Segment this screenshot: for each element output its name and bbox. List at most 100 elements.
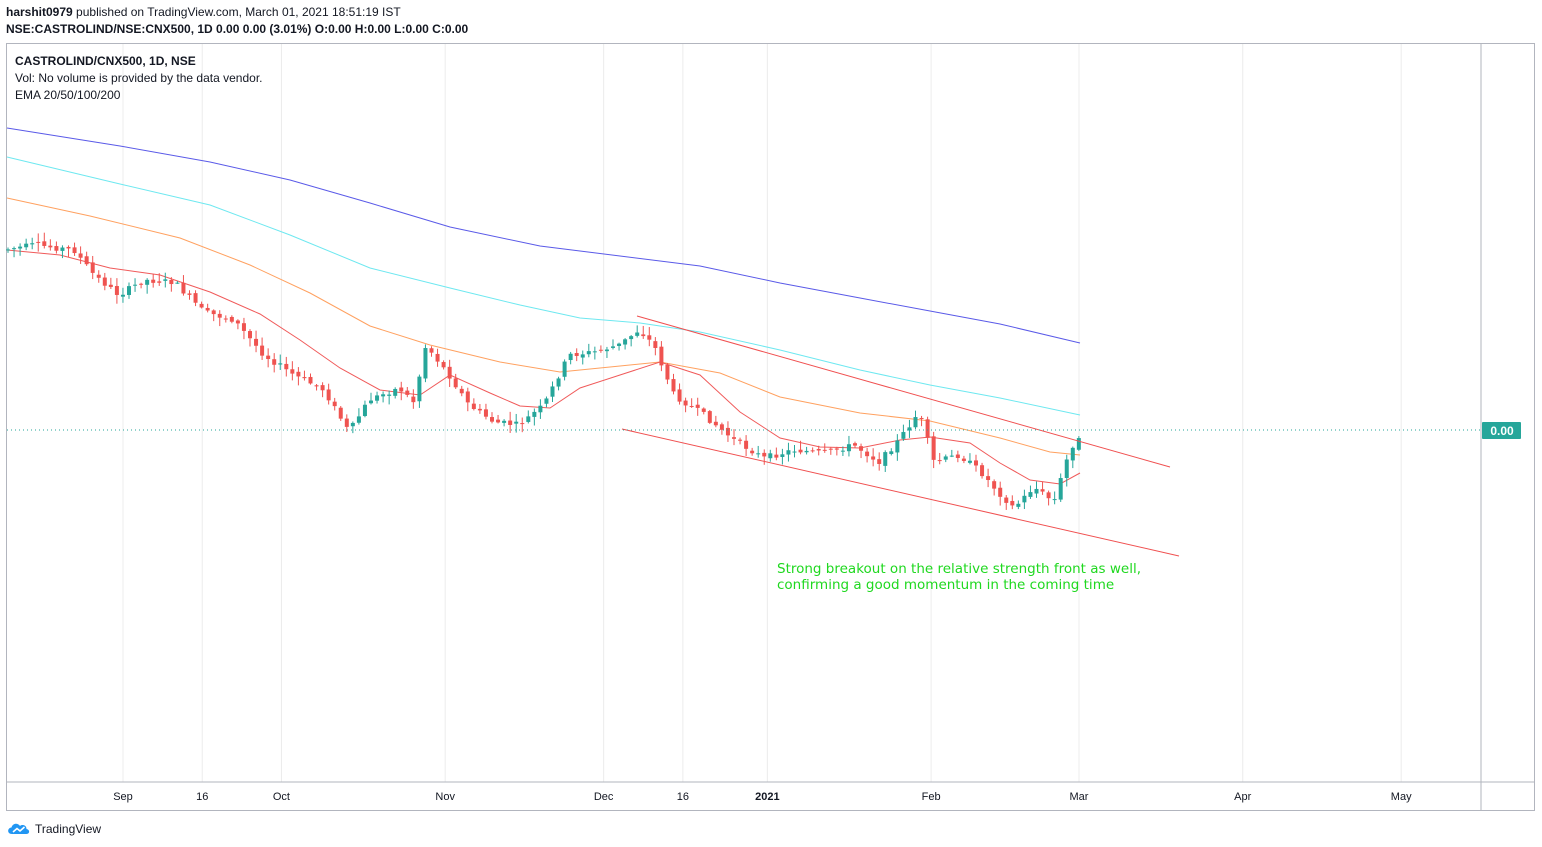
x-tick-label: May — [1391, 791, 1412, 803]
candle-body — [369, 400, 373, 404]
candle-body — [169, 279, 174, 285]
candle-body — [604, 349, 609, 352]
chart-annotation: Strong breakout on the relative strength… — [777, 561, 1141, 593]
legend-indicator[interactable]: EMA 20/50/100/200 — [15, 88, 121, 102]
candle-body — [707, 411, 712, 423]
candle-body — [725, 427, 730, 436]
candle-body — [974, 460, 978, 466]
candle-body — [762, 452, 767, 457]
ema-200-line — [6, 127, 1081, 344]
candle-body — [211, 310, 216, 315]
candle-body — [768, 453, 773, 459]
candle-body — [1040, 489, 1045, 492]
publisher-name: harshit0979 — [6, 5, 73, 19]
candle-body — [617, 343, 622, 346]
candle-body — [949, 455, 954, 457]
candle-body — [399, 387, 404, 392]
candle-body — [260, 345, 265, 356]
candle-body — [272, 359, 277, 365]
candle-body — [695, 404, 700, 408]
candle-body — [550, 386, 555, 397]
candle-body — [429, 348, 434, 353]
candle-body — [90, 262, 95, 273]
candle-body — [290, 369, 295, 374]
candle-body — [556, 378, 561, 387]
tradingview-logo-icon — [8, 823, 30, 834]
candle-body — [78, 253, 83, 258]
candle-body — [635, 332, 640, 336]
candle-body — [804, 450, 809, 453]
candle-body — [127, 286, 131, 295]
x-tick-label: Mar — [1070, 791, 1089, 803]
candle-body — [659, 346, 664, 366]
candle-body — [24, 243, 29, 248]
x-tick-label: Sep — [113, 791, 133, 803]
candle-body — [435, 353, 440, 362]
ema-100-line — [6, 156, 1081, 416]
candle-body — [84, 256, 89, 265]
candle-body — [738, 439, 743, 441]
candle-body — [278, 363, 283, 365]
candle-body — [114, 286, 119, 295]
candle-body — [986, 476, 991, 481]
candle-body — [241, 323, 246, 331]
candle-body — [653, 341, 658, 348]
candle-body — [296, 371, 301, 377]
tradingview-footer[interactable]: TradingView — [6, 820, 101, 838]
channel-lower-line — [621, 428, 1180, 557]
candle-body — [780, 454, 785, 457]
x-tick-label: 2021 — [755, 791, 779, 803]
candle-body — [12, 248, 17, 250]
candle-body — [1016, 503, 1021, 507]
candle-body — [205, 307, 210, 311]
candle-body — [66, 246, 71, 249]
candle-body — [1022, 495, 1027, 503]
candle-body — [157, 281, 162, 283]
candle-body — [998, 487, 1003, 497]
candle-body — [496, 419, 501, 423]
candle-body — [816, 448, 821, 451]
candle-body — [193, 293, 198, 303]
candle-body — [483, 409, 488, 417]
candle-body — [423, 348, 428, 379]
candle-body — [701, 408, 706, 412]
candle-body — [967, 460, 972, 463]
candle-body — [1010, 500, 1015, 506]
candle-body — [139, 283, 144, 285]
candle-body — [459, 388, 464, 394]
candle-body — [151, 279, 156, 283]
candle-body — [1076, 438, 1081, 450]
candle-body — [665, 364, 670, 380]
candle-body — [338, 407, 343, 419]
candle-body — [48, 245, 53, 248]
candle-body — [901, 432, 906, 439]
candle-body — [60, 247, 65, 251]
candle-body — [943, 456, 948, 460]
candle-body — [774, 454, 779, 458]
candle-body — [580, 354, 585, 358]
x-tick-label: 16 — [196, 791, 208, 803]
chart-frame[interactable] — [6, 43, 1535, 811]
x-tick-label: Apr — [1234, 791, 1251, 803]
candle-body — [719, 424, 724, 430]
candle-body — [477, 408, 482, 411]
candle-body — [308, 376, 313, 384]
candle-body — [248, 331, 252, 339]
candle-body — [568, 353, 573, 361]
candle-body — [217, 313, 222, 318]
candle-body — [677, 389, 682, 402]
candle-body — [877, 459, 882, 464]
candle-body — [72, 247, 77, 254]
candle-body — [859, 446, 864, 451]
candle-body — [42, 241, 47, 246]
candle-body — [471, 403, 476, 410]
candle-body — [490, 417, 494, 422]
candle-body — [133, 284, 138, 286]
candle-body — [381, 394, 386, 397]
candle-body — [508, 420, 513, 425]
candle-body — [405, 390, 410, 395]
candle-body — [853, 443, 857, 446]
candle-body — [30, 243, 35, 245]
candle-body — [955, 454, 960, 458]
